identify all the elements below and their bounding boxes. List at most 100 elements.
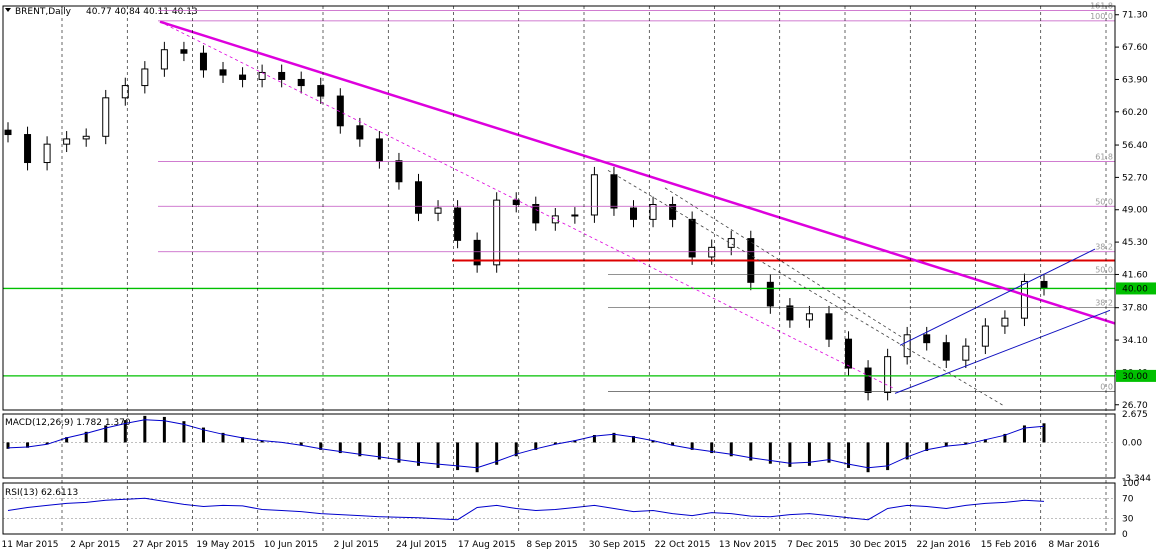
price-tick-label: 60.20 — [1122, 108, 1148, 118]
candle — [336, 88, 344, 134]
candle — [610, 166, 618, 216]
candle-body — [962, 345, 970, 361]
price-tick-label: 71.30 — [1122, 11, 1148, 21]
candle — [395, 152, 403, 190]
candle-body — [278, 71, 286, 80]
price-tick-label: 34.10 — [1122, 336, 1148, 346]
candle — [766, 274, 774, 314]
candle — [1001, 310, 1009, 334]
candle-body — [845, 338, 853, 369]
candle — [434, 200, 442, 222]
candle — [141, 61, 149, 94]
candle — [4, 122, 12, 143]
candle-body — [532, 204, 540, 224]
candle — [551, 208, 559, 231]
rsi-tick-label: 0 — [1122, 530, 1128, 540]
candle-body — [180, 49, 188, 54]
dashed-diagonal-line-2 — [664, 187, 906, 340]
fib2-level-label: 38.2 — [1095, 299, 1113, 308]
candle — [630, 200, 638, 228]
fib-level-label: 100.0 — [1090, 12, 1113, 21]
candle — [414, 173, 422, 222]
price-tick-label: 56.40 — [1122, 141, 1148, 151]
candle — [962, 338, 970, 369]
candle — [43, 136, 51, 171]
rsi-tick-label: 100 — [1122, 479, 1139, 489]
price-tag-bg — [1116, 282, 1156, 295]
ohlc-values: 40.77 40.84 40.11 40.13 — [86, 7, 198, 17]
fib-level-label: 61.8 — [1095, 153, 1113, 162]
x-tick-label: 8 Sep 2015 — [526, 540, 577, 550]
x-tick-label: 7 Dec 2015 — [787, 540, 839, 550]
candle — [845, 331, 853, 376]
candle-body — [4, 129, 12, 136]
candle-body — [356, 125, 364, 140]
candle — [180, 41, 188, 62]
candle-body — [708, 246, 716, 258]
price-tag: 40.00 — [1116, 282, 1156, 295]
candle-body — [1020, 280, 1028, 319]
candle-body — [43, 143, 51, 164]
x-tick-label: 11 Mar 2015 — [1, 540, 58, 550]
fib-level-label: 38.2 — [1095, 243, 1113, 252]
rsi-tick-label: 30 — [1122, 515, 1134, 525]
fib-level-label: 50.0 — [1095, 197, 1113, 206]
candle — [473, 232, 481, 273]
macd-panel: MACD(12,26,9) 1.782 1.370 2.675 0.00 -3.34… — [3, 410, 1151, 484]
candle — [688, 211, 696, 265]
rsi-panel: RSI(13) 62.6113 100 70 30 0 — [3, 479, 1139, 540]
macd-frame — [2, 413, 1116, 479]
candle-body — [375, 138, 383, 162]
fib2-level-label: 0.0 — [1100, 383, 1113, 392]
symbol-label: BRENT,Daily — [15, 7, 72, 17]
candle — [493, 192, 501, 273]
candle-body — [766, 281, 774, 307]
price-tick-label: 37.80 — [1122, 304, 1148, 314]
candle-body — [121, 85, 129, 99]
candle — [356, 117, 364, 147]
rsi-line — [7, 497, 1045, 521]
candle-body — [981, 325, 989, 347]
rsi-frame — [2, 482, 1116, 535]
candle-body — [688, 218, 696, 258]
candle-body — [239, 74, 247, 80]
downtrend-line — [159, 20, 1116, 325]
candle — [239, 67, 247, 88]
candle — [590, 166, 598, 223]
candle-body — [825, 313, 833, 340]
macd-tick-label: 2.675 — [1122, 410, 1148, 420]
candle-body — [923, 334, 931, 344]
x-tick-label: 24 Jul 2015 — [396, 540, 447, 550]
candle-body — [297, 78, 305, 87]
x-tick-label: 27 Apr 2015 — [133, 540, 189, 550]
candle-body — [395, 160, 403, 183]
x-tick-label: 22 Jan 2016 — [917, 540, 971, 550]
price-tag-bg — [1116, 369, 1156, 382]
dropdown-arrow-icon[interactable] — [5, 8, 11, 12]
candle — [727, 230, 735, 256]
candle — [82, 128, 90, 147]
candle — [981, 318, 989, 355]
candle-body — [199, 52, 207, 71]
candle — [297, 71, 305, 94]
price-panel: 71.30 67.60 63.90 60.20 56.40 52.70 49.00 45.30… — [3, 1, 1156, 411]
candle — [317, 77, 325, 104]
candle — [1020, 273, 1028, 327]
x-tick-label: 2 Jul 2015 — [334, 540, 379, 550]
candle-body — [24, 134, 32, 164]
rsi-title: RSI(13) 62.6113 — [5, 488, 78, 498]
candle-body — [884, 356, 892, 394]
x-tick-label: 15 Feb 2016 — [981, 540, 1037, 550]
candle-body — [630, 207, 638, 220]
candle-body — [63, 138, 71, 145]
candle — [278, 64, 286, 88]
candle — [825, 305, 833, 348]
candle — [375, 131, 383, 169]
candle — [454, 200, 462, 249]
candle-body — [493, 199, 501, 266]
price-tag-label: 30.00 — [1122, 372, 1148, 382]
candle-body — [942, 342, 950, 361]
price-tick-label: 52.70 — [1122, 173, 1148, 183]
channel-lower-line — [894, 309, 1111, 394]
candle-body — [903, 334, 911, 358]
